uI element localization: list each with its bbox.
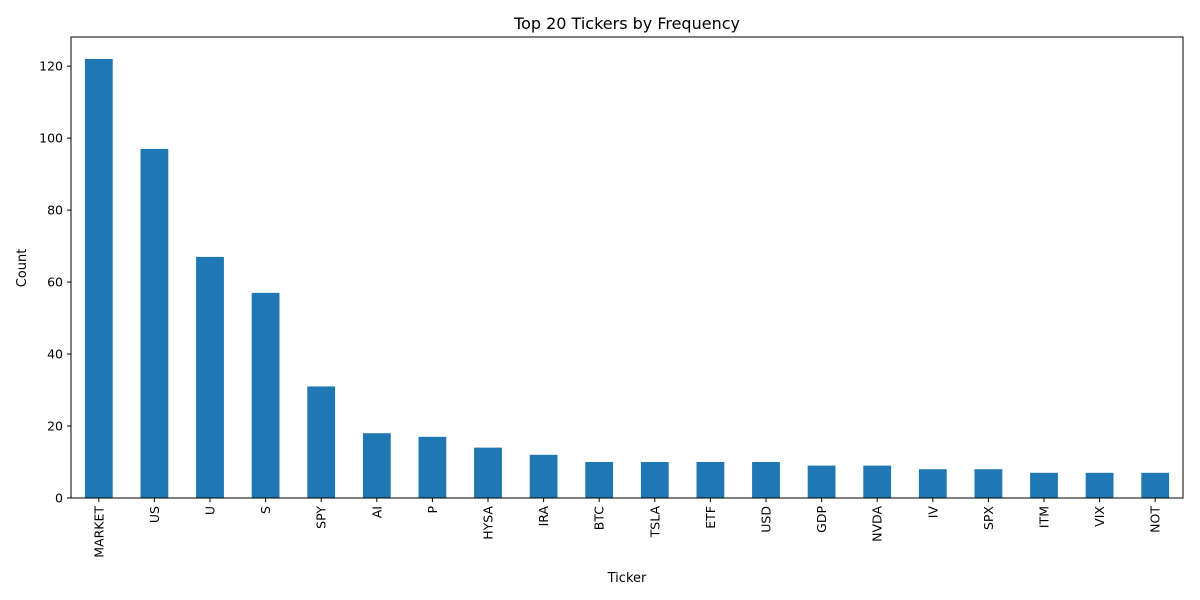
- plot-frame: [70, 36, 1184, 499]
- y-tick-label: 40: [47, 347, 63, 362]
- bar-u: [196, 256, 224, 498]
- x-tick-label-spy: SPY: [314, 506, 329, 529]
- bars-layer: [84, 58, 1170, 499]
- bar-vix: [1085, 472, 1114, 498]
- bar-spx: [974, 469, 1003, 498]
- bar-tsla: [640, 462, 669, 498]
- bar-itm: [1030, 472, 1058, 498]
- x-tick-label-etf: ETF: [703, 506, 718, 529]
- y-tick-label: 120: [39, 59, 63, 74]
- x-tick-label-gdp: GDP: [814, 506, 829, 533]
- x-tick-label-vix: VIX: [1092, 506, 1107, 527]
- x-tick-label-us: US: [147, 506, 162, 523]
- x-tick-label-ai: AI: [369, 506, 384, 518]
- y-tick-label: 20: [47, 419, 63, 434]
- x-tick-label-hysa: HYSA: [481, 506, 496, 540]
- x-tick-label-ira: IRA: [536, 506, 551, 527]
- bar-etf: [696, 462, 725, 498]
- x-tick-label-btc: BTC: [592, 506, 607, 530]
- bar-s: [251, 292, 280, 498]
- bar-spy: [307, 386, 336, 498]
- x-tick-label-not: NOT: [1148, 506, 1163, 533]
- x-tick-label-iv: IV: [925, 506, 940, 519]
- bar-ira: [529, 454, 558, 498]
- x-tick-label-nvda: NVDA: [870, 506, 885, 542]
- x-tick-label-itm: ITM: [1037, 506, 1052, 528]
- y-tick-label: 80: [47, 203, 63, 218]
- bar-gdp: [807, 465, 836, 498]
- bar-usd: [752, 462, 780, 498]
- bar-btc: [585, 462, 614, 498]
- y-axis-label: Count: [15, 249, 30, 288]
- bar-iv: [918, 469, 947, 498]
- bar-not: [1141, 472, 1170, 498]
- bar-p: [418, 436, 447, 498]
- y-tick-label: 100: [39, 131, 63, 146]
- x-tick-label-usd: USD: [759, 506, 774, 533]
- x-tick-label-tsla: TSLA: [647, 506, 662, 539]
- bar-market: [84, 58, 113, 498]
- x-tick-label-u: U: [203, 506, 218, 515]
- x-tick-label-p: P: [425, 506, 440, 514]
- y-tick-label: 60: [47, 275, 63, 290]
- x-tick-label-market: MARKET: [91, 506, 106, 558]
- x-tick-label-spx: SPX: [981, 506, 996, 530]
- x-axis-label: Ticker: [607, 571, 647, 586]
- chart-title: Top 20 Tickers by Frequency: [513, 14, 740, 33]
- x-tick-label-s: S: [258, 506, 273, 514]
- bar-nvda: [863, 465, 892, 498]
- bar-ai: [362, 433, 391, 498]
- y-tick-label: 0: [55, 491, 63, 506]
- bar-us: [140, 148, 169, 499]
- bar-hysa: [474, 447, 502, 498]
